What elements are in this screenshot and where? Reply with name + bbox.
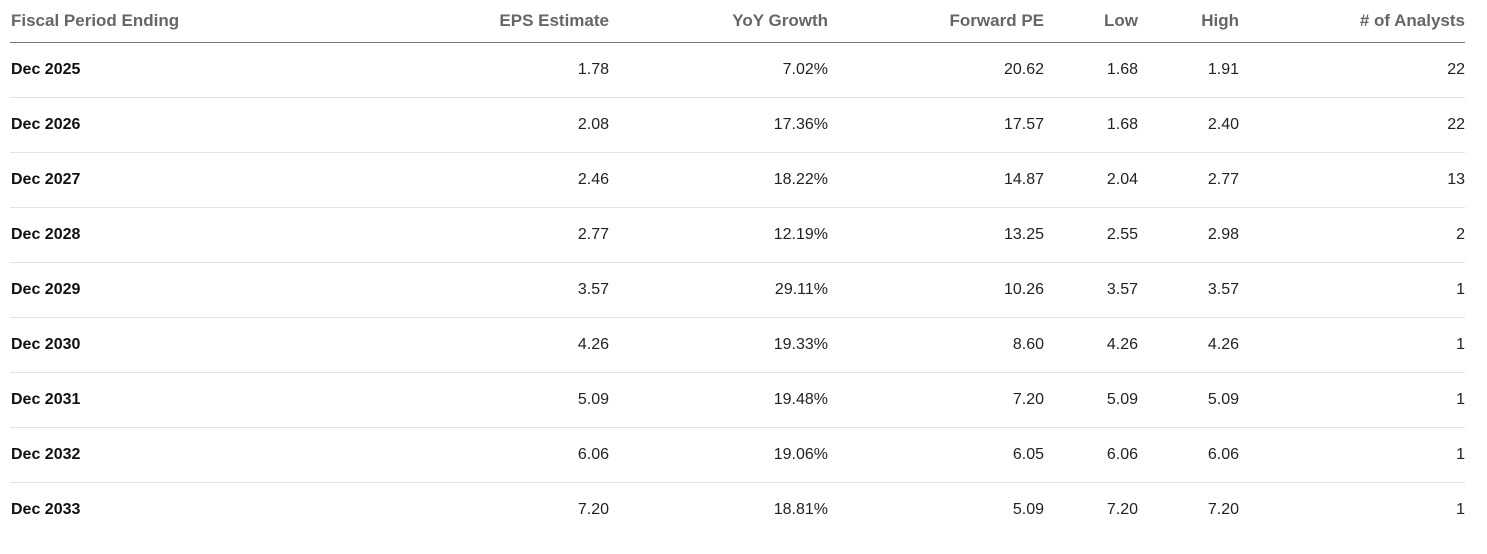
cell-high: 4.26 <box>1138 317 1239 373</box>
column-header-eps-estimate[interactable]: EPS Estimate <box>410 0 609 43</box>
cell-forward-pe: 5.09 <box>1012 501 1044 518</box>
cell-high: 6.06 <box>1138 427 1239 483</box>
cell-fiscal-period: Dec 2029 <box>10 262 410 318</box>
cell-yoy-growth: 18.81% <box>773 501 828 518</box>
table-row: Dec 2031 5.09 19.48% 7.20 5.09 5.09 1 <box>10 372 1465 428</box>
cell-forward-pe: 10.26 <box>828 262 1044 318</box>
eps-estimates-table-container: Fiscal Period Ending EPS Estimate YoY Gr… <box>10 0 1465 537</box>
column-header-analysts[interactable]: # of Analysts <box>1239 0 1465 43</box>
cell-analysts: 1 <box>1456 501 1465 518</box>
cell-eps-estimate: 2.77 <box>410 207 609 263</box>
cell-eps-estimate: 2.46 <box>410 152 609 208</box>
column-header-high[interactable]: High <box>1138 0 1239 43</box>
cell-analysts: 1 <box>1239 372 1465 428</box>
cell-low: 2.04 <box>1044 152 1138 208</box>
cell-fiscal-period: Dec 2031 <box>10 372 410 428</box>
cell-high: 2.98 <box>1138 207 1239 263</box>
cell-eps-estimate: 7.20 <box>577 501 609 518</box>
cell-yoy-growth: 17.36% <box>609 97 828 153</box>
cell-forward-pe: 14.87 <box>828 152 1044 208</box>
cell-low: 3.57 <box>1044 262 1138 318</box>
cell-eps-estimate: 2.08 <box>410 97 609 153</box>
cell-low: 7.20 <box>1106 501 1138 518</box>
column-header-yoy-growth[interactable]: YoY Growth <box>609 0 828 43</box>
cell-high: 3.57 <box>1138 262 1239 318</box>
cell-fiscal-period: Dec 2025 <box>10 42 410 98</box>
cell-low: 2.55 <box>1044 207 1138 263</box>
cell-high: 1.91 <box>1138 42 1239 98</box>
table-row: Dec 2032 6.06 19.06% 6.05 6.06 6.06 1 <box>10 427 1465 483</box>
cell-analysts: 22 <box>1239 42 1465 98</box>
column-header-forward-pe[interactable]: Forward PE <box>828 0 1044 43</box>
cell-eps-estimate: 4.26 <box>410 317 609 373</box>
table-row: Dec 2030 4.26 19.33% 8.60 4.26 4.26 1 <box>10 317 1465 373</box>
cell-high: 7.20 <box>1207 501 1239 518</box>
cell-analysts: 1 <box>1239 427 1465 483</box>
cell-yoy-growth: 12.19% <box>609 207 828 263</box>
cell-yoy-growth: 29.11% <box>609 262 828 318</box>
cell-fiscal-period: Dec 2030 <box>10 317 410 373</box>
cell-yoy-growth: 19.33% <box>609 317 828 373</box>
cell-forward-pe: 17.57 <box>828 97 1044 153</box>
table-row: Dec 2033 7.20 18.81% 5.09 7.20 7.20 1 <box>10 483 1465 538</box>
column-header-low[interactable]: Low <box>1044 0 1138 43</box>
cell-forward-pe: 13.25 <box>828 207 1044 263</box>
table-row: Dec 2028 2.77 12.19% 13.25 2.55 2.98 2 <box>10 207 1465 263</box>
cell-high: 2.40 <box>1138 97 1239 153</box>
cell-low: 4.26 <box>1044 317 1138 373</box>
cell-forward-pe: 7.20 <box>828 372 1044 428</box>
table-row: Dec 2027 2.46 18.22% 14.87 2.04 2.77 13 <box>10 152 1465 208</box>
cell-analysts: 1 <box>1239 262 1465 318</box>
cell-analysts: 13 <box>1239 152 1465 208</box>
cell-low: 5.09 <box>1044 372 1138 428</box>
cell-analysts: 1 <box>1239 317 1465 373</box>
cell-eps-estimate: 5.09 <box>410 372 609 428</box>
cell-yoy-growth: 7.02% <box>609 42 828 98</box>
cell-analysts: 2 <box>1239 207 1465 263</box>
cell-eps-estimate: 6.06 <box>410 427 609 483</box>
cell-fiscal-period: Dec 2026 <box>10 97 410 153</box>
cell-high: 2.77 <box>1138 152 1239 208</box>
cell-forward-pe: 20.62 <box>828 42 1044 98</box>
cell-low: 1.68 <box>1044 42 1138 98</box>
cell-analysts: 22 <box>1239 97 1465 153</box>
table-row: Dec 2029 3.57 29.11% 10.26 3.57 3.57 1 <box>10 262 1465 318</box>
header-row: Fiscal Period Ending EPS Estimate YoY Gr… <box>10 0 1465 43</box>
cell-low: 6.06 <box>1044 427 1138 483</box>
cell-fiscal-period: Dec 2032 <box>10 427 410 483</box>
cell-high: 5.09 <box>1138 372 1239 428</box>
cell-forward-pe: 8.60 <box>828 317 1044 373</box>
table-row: Dec 2025 1.78 7.02% 20.62 1.68 1.91 22 <box>10 42 1465 98</box>
cell-forward-pe: 6.05 <box>828 427 1044 483</box>
cell-yoy-growth: 19.48% <box>609 372 828 428</box>
cell-yoy-growth: 19.06% <box>609 427 828 483</box>
cell-eps-estimate: 3.57 <box>410 262 609 318</box>
table-header: Fiscal Period Ending EPS Estimate YoY Gr… <box>10 0 1465 43</box>
cell-fiscal-period: Dec 2027 <box>10 152 410 208</box>
table-body: Dec 2025 1.78 7.02% 20.62 1.68 1.91 22 D… <box>10 42 1465 538</box>
cell-fiscal-period: Dec 2028 <box>10 207 410 263</box>
cell-fiscal-period: Dec 2033 <box>11 501 81 518</box>
cell-low: 1.68 <box>1044 97 1138 153</box>
table-row: Dec 2026 2.08 17.36% 17.57 1.68 2.40 22 <box>10 97 1465 153</box>
cell-yoy-growth: 18.22% <box>609 152 828 208</box>
cell-eps-estimate: 1.78 <box>410 42 609 98</box>
eps-estimates-table: Fiscal Period Ending EPS Estimate YoY Gr… <box>10 0 1465 537</box>
column-header-fiscal-period[interactable]: Fiscal Period Ending <box>10 0 410 43</box>
